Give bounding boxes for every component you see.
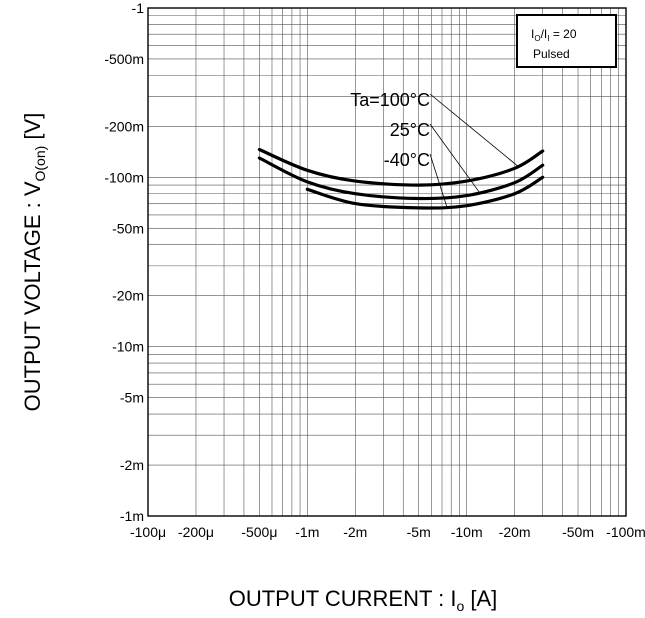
series-line-0 xyxy=(257,147,545,187)
y-tick-label: -100m xyxy=(104,169,144,185)
x-tick-label: -20m xyxy=(499,524,531,540)
y-tick-labels: -1 -500m -200m -100m -50m -20m -10m -5m -2m -1m xyxy=(104,0,144,524)
plot-frame xyxy=(147,7,627,517)
y-axis-title-main: OUTPUT VOLTAGE : V xyxy=(20,181,45,411)
series-label-leader-1 xyxy=(429,123,480,193)
legend-sub-i: I xyxy=(547,34,549,43)
y-tick-label: -500m xyxy=(104,51,144,67)
legend-sub-o: O xyxy=(534,34,540,43)
legend-tail: = 20 xyxy=(549,27,576,41)
x-tick-label: -100μ xyxy=(130,524,166,540)
x-axis-title-main: OUTPUT CURRENT : I xyxy=(229,586,457,611)
legend-i: I xyxy=(531,27,534,41)
y-tick-label: -200m xyxy=(104,118,144,134)
x-tick-label: -200μ xyxy=(178,524,214,540)
y-tick-label: -5m xyxy=(120,390,144,406)
series-label-1: 25°C xyxy=(390,120,430,140)
series-layer xyxy=(257,147,545,210)
x-axis-title-tail: [A] xyxy=(464,586,497,611)
series-label-leader-2 xyxy=(429,153,448,207)
series-label-0: Ta=100°C xyxy=(350,90,430,110)
x-tick-label: -5m xyxy=(407,524,431,540)
legend-box: IO/II = 20 Pulsed xyxy=(516,14,617,68)
x-tick-label: -10m xyxy=(451,524,483,540)
x-tick-label: -100m xyxy=(606,524,645,540)
x-tick-label: -50m xyxy=(562,524,594,540)
x-axis-title: OUTPUT CURRENT : Io [A] xyxy=(229,586,498,614)
legend-box-frame xyxy=(516,14,617,68)
y-tick-label: -2m xyxy=(120,457,144,473)
y-axis-title-sub: O(on) xyxy=(32,146,48,182)
y-tick-label: -1 xyxy=(132,0,145,16)
legend-mid: /I xyxy=(541,27,548,41)
y-tick-label: -20m xyxy=(112,288,144,304)
legend-line-ratio: IO/II = 20 xyxy=(531,27,577,43)
series-label-2: -40°C xyxy=(384,150,430,170)
series-label-leader-0 xyxy=(429,93,519,167)
y-tick-label: -10m xyxy=(112,339,144,355)
y-axis-title-tail: [V] xyxy=(20,113,45,146)
y-tick-label: -50m xyxy=(112,220,144,236)
x-axis-title-sub: o xyxy=(456,598,464,614)
x-tick-label: -1m xyxy=(295,524,319,540)
annotations: Ta=100°C 25°C -40°C xyxy=(350,90,519,207)
x-tick-label: -500μ xyxy=(241,524,277,540)
y-axis-title: OUTPUT VOLTAGE : VO(on) [V] xyxy=(20,113,48,412)
y-tick-label: -1m xyxy=(120,508,144,524)
legend-line-pulsed: Pulsed xyxy=(533,47,570,61)
series-line-1 xyxy=(257,156,545,201)
x-tick-label: -2m xyxy=(343,524,367,540)
x-tick-labels: -100μ -200μ -500μ -1m -2m -5m -10m -20m -50m -100… xyxy=(130,524,645,540)
grid xyxy=(148,8,626,516)
series-line-2 xyxy=(305,175,545,210)
